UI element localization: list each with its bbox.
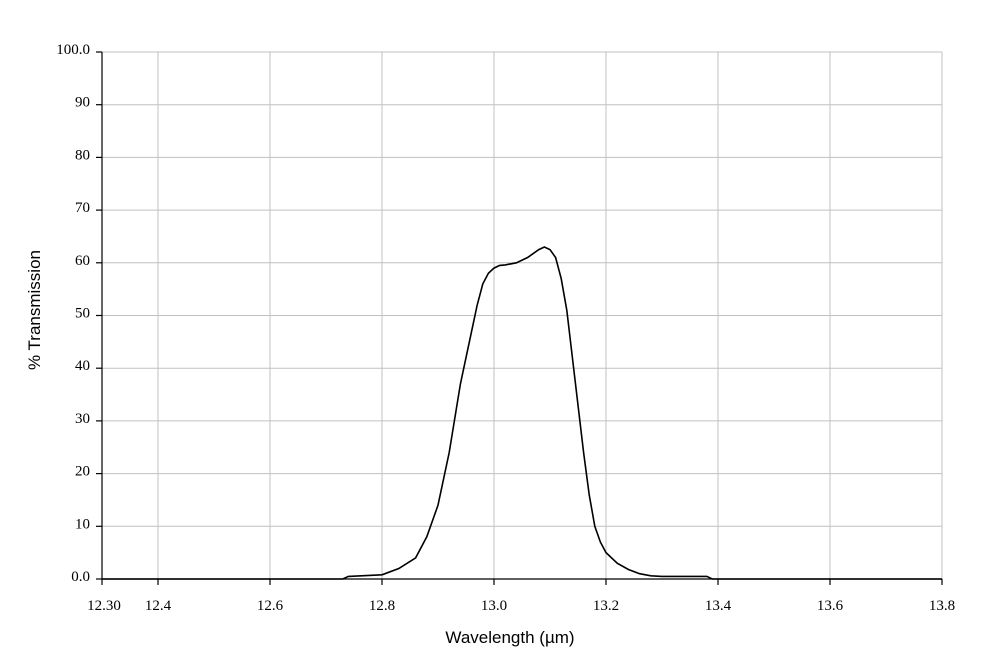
x-tick-label: 12.6	[257, 598, 284, 614]
y-tick-label: 20	[75, 464, 90, 480]
y-tick-label: 50	[75, 306, 90, 322]
y-tick-label: 40	[75, 358, 90, 374]
x-tick-label: 13.8	[929, 598, 955, 614]
y-tick-label: 60	[75, 253, 90, 269]
gridlines	[102, 51, 943, 579]
y-tick-label: 100.0	[56, 42, 90, 58]
x-tick-label: 13.4	[705, 598, 732, 614]
y-tick-label: 70	[75, 200, 90, 216]
y-ticks: 0.0 10 20 30 40 50 60 70 80 90 100.0	[56, 42, 102, 585]
y-tick-label: 90	[75, 95, 90, 111]
x-axis-title: Wavelength (µm)	[445, 628, 574, 647]
y-tick-label: 0.0	[71, 569, 90, 585]
y-tick-label: 10	[75, 516, 90, 532]
x-axis-start-label: 12.30	[87, 598, 121, 614]
x-tick-label: 12.8	[369, 598, 395, 614]
x-tick-label: 13.6	[817, 598, 844, 614]
y-tick-label: 30	[75, 411, 90, 427]
x-tick-label: 12.4	[145, 598, 172, 614]
x-tick-label: 13.0	[481, 598, 507, 614]
y-axis-title: % Transmission	[25, 250, 44, 370]
transmission-curve	[102, 246, 942, 580]
x-ticks: 12.4 12.6 12.8 13.0 13.2 13.4 13.6 13.8	[101, 579, 955, 614]
x-tick-label: 13.2	[593, 598, 619, 614]
y-tick-label: 80	[75, 147, 90, 163]
